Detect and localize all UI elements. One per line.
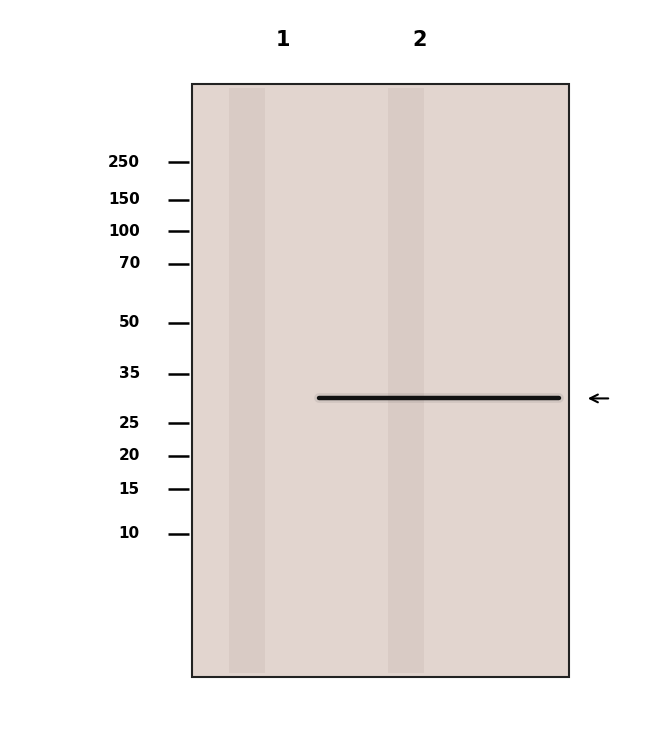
Text: 15: 15 xyxy=(118,482,140,496)
Bar xyxy=(389,88,424,673)
Text: 35: 35 xyxy=(118,366,140,381)
Text: 10: 10 xyxy=(118,526,140,541)
Text: 100: 100 xyxy=(108,224,140,239)
Text: 150: 150 xyxy=(108,193,140,207)
Bar xyxy=(192,84,569,677)
Text: 25: 25 xyxy=(118,416,140,431)
Text: 2: 2 xyxy=(412,30,426,51)
Text: 20: 20 xyxy=(118,449,140,463)
Text: 70: 70 xyxy=(118,256,140,272)
Bar xyxy=(229,88,265,673)
Text: 50: 50 xyxy=(118,315,140,330)
Text: 250: 250 xyxy=(108,155,140,170)
Text: 1: 1 xyxy=(276,30,290,51)
